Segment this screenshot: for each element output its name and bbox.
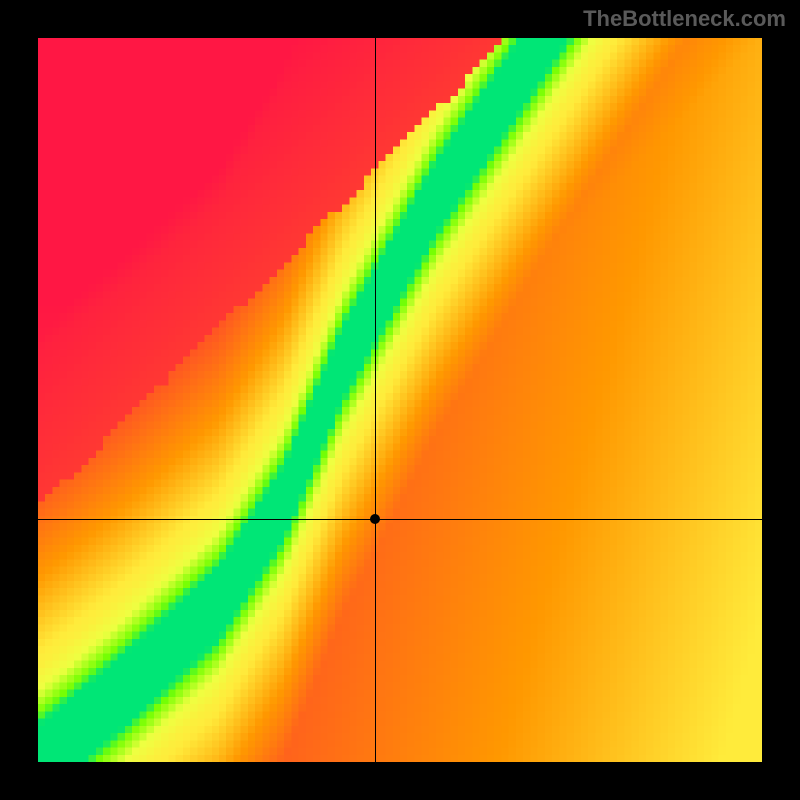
crosshair-horizontal	[38, 519, 762, 520]
bottleneck-heatmap	[38, 38, 762, 762]
crosshair-vertical	[375, 38, 376, 762]
selection-marker	[370, 514, 380, 524]
plot-area	[38, 38, 762, 762]
watermark-text: TheBottleneck.com	[583, 6, 786, 32]
